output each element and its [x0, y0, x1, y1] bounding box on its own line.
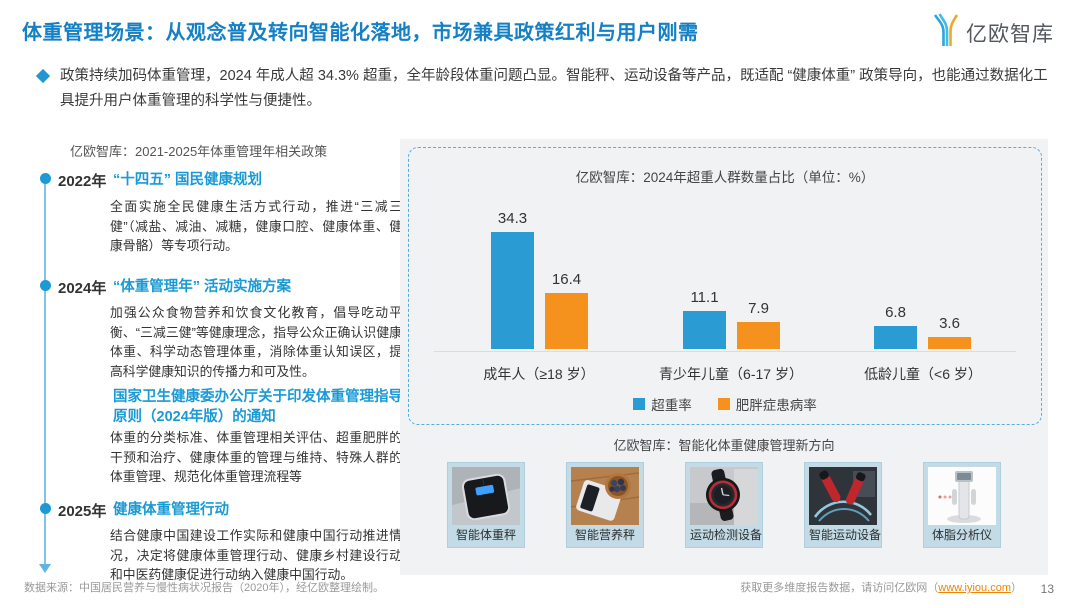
bar-value: 11.1 — [690, 289, 719, 306]
category-label-adult: 成年人（≥18 岁） — [483, 366, 595, 382]
bar-rect — [874, 326, 917, 349]
iyiou-link[interactable]: www.iyiou.com — [938, 582, 1011, 594]
bar-child-overweight: 6.8 — [874, 304, 917, 349]
product-cards: 智能体重秤 — [406, 462, 1042, 548]
legend-swatch-orange-icon — [717, 398, 730, 410]
timeline-year-2024: 2024年 — [58, 280, 107, 297]
legend-item-overweight: 超重率 — [633, 394, 692, 414]
product-label: 智能营养秤 — [574, 528, 635, 542]
product-card-body-fat-analyzer: 体脂分析仪 — [923, 462, 1001, 548]
product-label: 体脂分析仪 — [931, 528, 992, 542]
smart-nutrition-scale-image — [571, 467, 639, 525]
product-label: 运动检测设备 — [690, 528, 763, 542]
timeline-year-2025: 2025年 — [58, 503, 107, 520]
footer-source: 数据来源：中国居民营养与慢性病状况报告（2020年），经亿欧整理绘制。 — [24, 582, 384, 594]
smart-jump-rope-image — [809, 467, 877, 525]
chart-legend: 超重率 肥胖症患病率 — [409, 394, 1041, 414]
timeline-dot-2024 — [40, 280, 51, 291]
timeline-header: 亿欧智库：2021-2025年体重管理年相关政策 — [70, 144, 328, 159]
legend-swatch-blue-icon — [633, 398, 646, 410]
chart-title: 亿欧智库：2024年超重人群数量占比（单位：%） — [575, 170, 875, 185]
bar-rect — [545, 293, 588, 349]
logo-text: 亿欧智库 — [966, 22, 1054, 46]
bar-value: 3.6 — [939, 315, 960, 332]
bar-adult-obesity: 16.4 — [545, 271, 588, 349]
page-number: 13 — [1040, 582, 1054, 596]
legend-label: 超重率 — [651, 398, 692, 413]
timeline-body-2025: 结合健康中国建设工作实际和健康中国行动推进情况，决定将健康体重管理行动、健康乡村… — [110, 528, 402, 582]
timeline-title-2024-notice: 国家卫生健康委办公厅关于印发体重管理指导原则（2024年版）的通知 — [113, 389, 403, 425]
legend-item-obesity: 肥胖症患病率 — [717, 394, 817, 414]
category-label-child: 低龄儿童（<6 岁） — [864, 366, 982, 382]
product-card-sport-tracking-watch: 运动检测设备 — [685, 462, 763, 548]
timeline-title-2024: “体重管理年” 活动实施方案 — [113, 279, 292, 295]
timeline-body-2024: 加强公众食物营养和饮食文化教育，倡导吃动平衡、“三减三健”等健康理念，指导公众正… — [110, 305, 402, 379]
x-axis-line — [434, 351, 1016, 352]
overweight-bar-chart: 亿欧智库：2024年超重人群数量占比（单位：%） 34.3 16.4 11.1 … — [408, 147, 1042, 425]
bar-rect — [737, 322, 780, 349]
product-card-smart-jump-rope: 智能运动设备 — [804, 462, 882, 548]
bar-value: 6.8 — [885, 304, 906, 321]
timeline-line — [44, 180, 46, 564]
legend-label: 肥胖症患病率 — [735, 398, 817, 413]
bar-adult-overweight: 34.3 — [491, 210, 534, 349]
bar-teen-overweight: 11.1 — [683, 289, 726, 349]
diamond-bullet-icon — [35, 68, 51, 84]
footer-note-suffix: ） — [1011, 582, 1022, 594]
category-label-teen: 青少年儿童（6-17 岁） — [659, 366, 803, 382]
product-card-smart-nutrition-scale: 智能营养秤 — [566, 462, 644, 548]
intro-text: 政策持续加码体重管理，2024 年成人超 34.3% 超重，全年龄段体重问题凸显… — [60, 68, 1048, 109]
timeline-body-2024-notice: 体重的分类标准、体重管理相关评估、超重肥胖的干预和治疗、健康体重的管理与维持、特… — [110, 430, 402, 484]
bar-value: 34.3 — [497, 210, 528, 227]
product-card-smart-body-scale: 智能体重秤 — [447, 462, 525, 548]
product-label: 智能运动设备 — [809, 528, 882, 542]
bar-teen-obesity: 7.9 — [737, 300, 780, 349]
products-header: 亿欧智库：智能化体重健康管理新方向 — [613, 438, 835, 453]
bar-child-obesity: 3.6 — [928, 315, 971, 349]
footer-note-prefix: 获取更多维度报告数据，请访问亿欧网（ — [740, 582, 939, 594]
body-fat-analyzer-image — [928, 467, 996, 525]
footer-note: 获取更多维度报告数据，请访问亿欧网（www.iyiou.com） — [740, 579, 1022, 595]
bar-rect — [928, 337, 971, 349]
intro-paragraph: 政策持续加码体重管理，2024 年成人超 34.3% 超重，全年龄段体重问题凸显… — [35, 64, 1050, 114]
timeline-dot-2022 — [40, 173, 51, 184]
bar-rect — [491, 232, 534, 349]
timeline-dot-2025 — [40, 503, 51, 514]
timeline-title-2025: 健康体重管理行动 — [113, 502, 229, 518]
product-label: 智能体重秤 — [455, 528, 516, 542]
smart-body-scale-image — [452, 467, 520, 525]
timeline-year-2022: 2022年 — [58, 173, 107, 190]
bar-rect — [683, 311, 726, 349]
logo: 亿欧智库 — [931, 12, 1054, 53]
timeline-arrow-icon — [39, 564, 51, 573]
bar-value: 7.9 — [748, 300, 769, 317]
right-panel: 亿欧智库：2024年超重人群数量占比（单位：%） 34.3 16.4 11.1 … — [400, 139, 1048, 575]
page-title: 体重管理场景：从观念普及转向智能化落地，市场兼具政策红利与用户刚需 — [22, 22, 699, 44]
timeline-body-2022: 全面实施全民健康生活方式行动，推进“三减三健”（减盐、减油、减糖，健康口腔、健康… — [110, 199, 402, 253]
bar-value: 16.4 — [551, 271, 582, 288]
sport-tracking-watch-image — [690, 467, 758, 525]
eo-intelligence-logo-icon — [931, 12, 961, 53]
timeline-title-2022: “十四五” 国民健康规划 — [113, 172, 263, 188]
